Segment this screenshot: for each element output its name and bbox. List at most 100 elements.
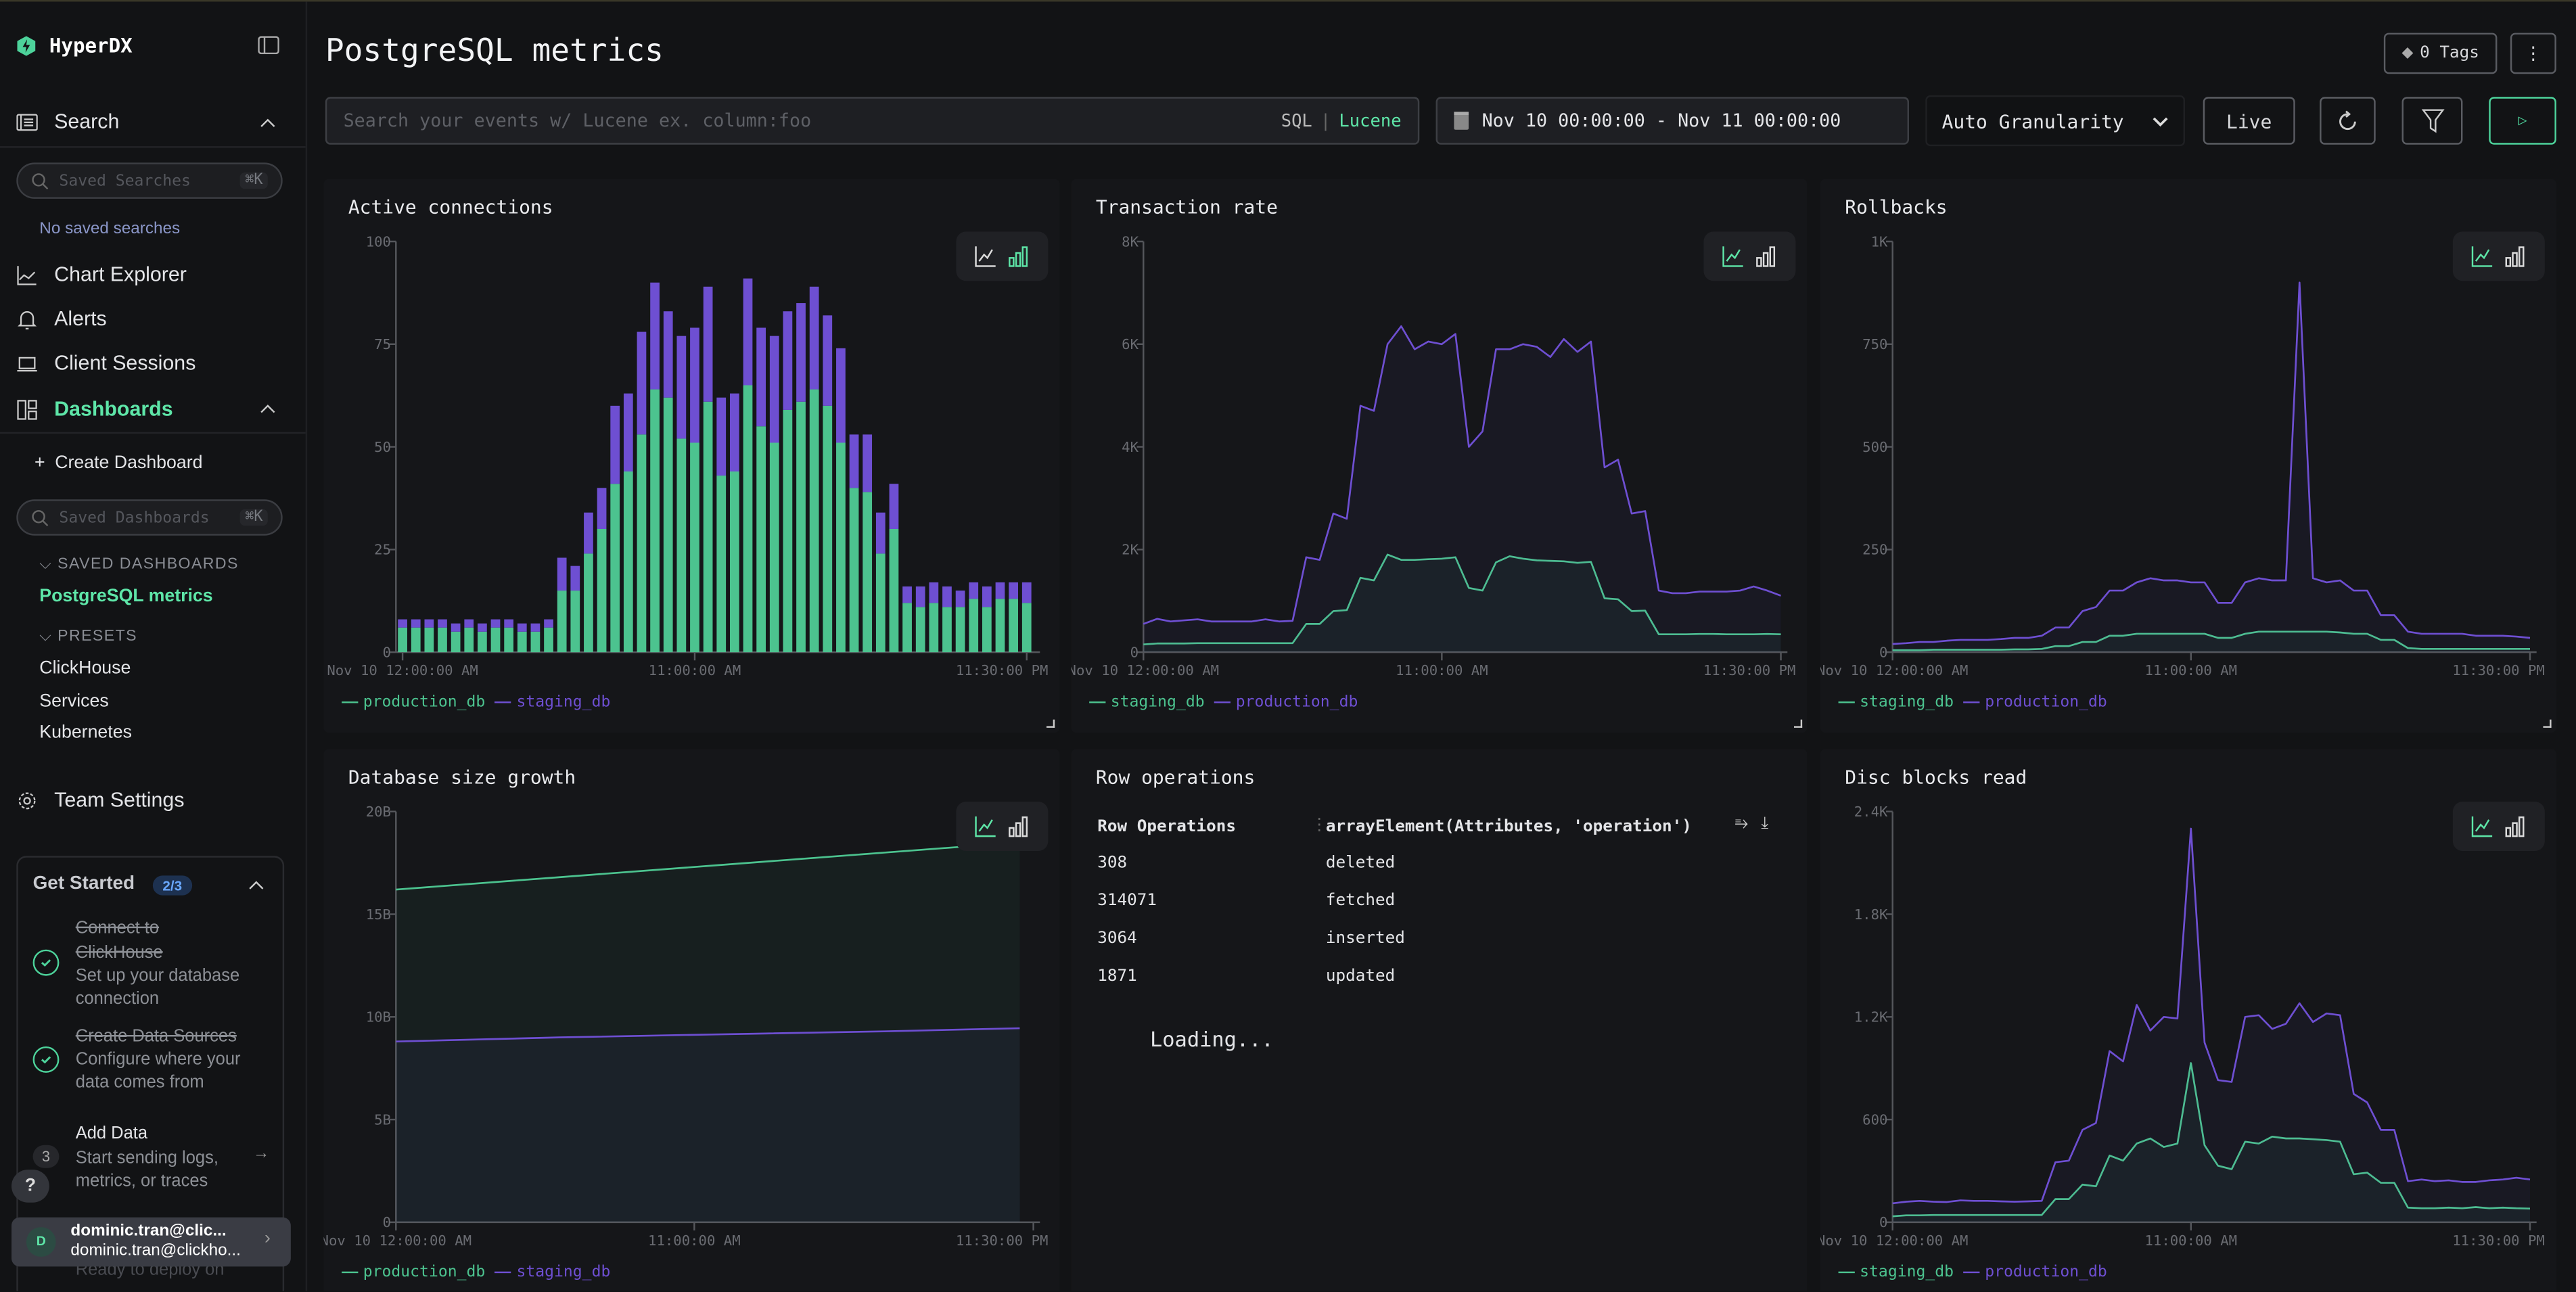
bar-staging_db-04:30[interactable] <box>517 623 527 632</box>
bar-production_db-09:30[interactable] <box>650 389 660 653</box>
bar-staging_db-01:30[interactable] <box>438 619 447 628</box>
bar-production_db-23:00[interactable] <box>1009 599 1018 653</box>
line-chart-icon[interactable] <box>974 815 997 838</box>
bar-staging_db-04:00[interactable] <box>504 619 514 628</box>
line-production_db[interactable] <box>1143 325 1782 625</box>
time-range-picker[interactable]: Nov 10 00:00:00 - Nov 11 00:00:00 <box>1435 97 1909 145</box>
bar-staging_db-12:30[interactable] <box>730 393 739 471</box>
bar-production_db-12:30[interactable] <box>730 471 739 653</box>
step-title[interactable]: Create Data Sources <box>75 1026 237 1046</box>
bar-production_db-01:00[interactable] <box>424 627 434 653</box>
bar-production_db-12:00[interactable] <box>716 476 727 653</box>
table-row[interactable]: 308 deleted <box>1071 854 1807 881</box>
sidebar-item-alerts[interactable]: Alerts <box>16 307 107 330</box>
chart-type-toggle[interactable] <box>956 802 1049 851</box>
bar-staging_db-19:00[interactable] <box>902 586 912 603</box>
bar-staging_db-01:00[interactable] <box>424 619 434 628</box>
bar-staging_db-22:00[interactable] <box>982 586 992 607</box>
bar-staging_db-07:30[interactable] <box>597 488 607 529</box>
bar-production_db-02:00[interactable] <box>451 631 461 653</box>
bar-chart-icon[interactable] <box>2504 245 2527 268</box>
saved-dashboards-heading[interactable]: ⌵ SAVED DASHBOARDS <box>39 555 239 574</box>
bar-production_db-17:30[interactable] <box>862 492 873 653</box>
bar-staging_db-20:30[interactable] <box>942 586 952 607</box>
line-production_db[interactable] <box>1892 281 2531 645</box>
bar-staging_db-14:00[interactable] <box>769 336 779 443</box>
bar-chart-icon[interactable] <box>1007 245 1030 268</box>
bar-production_db-20:30[interactable] <box>942 607 952 653</box>
bar-staging_db-09:30[interactable] <box>650 282 660 390</box>
bar-production_db-22:00[interactable] <box>982 607 992 653</box>
bar-staging_db-03:30[interactable] <box>490 619 501 628</box>
bar-chart-icon[interactable] <box>2504 815 2527 838</box>
filter-button[interactable] <box>2401 97 2463 145</box>
bar-staging_db-06:30[interactable] <box>570 566 580 591</box>
bar-staging_db-13:00[interactable] <box>743 278 753 386</box>
bar-production_db-16:00[interactable] <box>823 405 833 653</box>
legend-item[interactable]: staging_db <box>1838 693 1954 712</box>
chart-type-toggle[interactable] <box>1703 231 1796 281</box>
line-chart-icon[interactable] <box>1722 245 1745 268</box>
line-staging_db[interactable] <box>396 1027 1020 1043</box>
bar-production_db-21:30[interactable] <box>969 599 979 653</box>
search-input[interactable]: Search your events w/ Lucene ex. column:… <box>325 97 1420 145</box>
table-row[interactable]: 1871 updated <box>1071 967 1807 994</box>
line-staging_db[interactable] <box>1143 553 1781 646</box>
saved-dashboard-item[interactable]: PostgreSQL metrics <box>39 586 213 607</box>
bar-staging_db-14:30[interactable] <box>783 311 793 410</box>
run-query-button[interactable]: ▷ <box>2489 97 2556 145</box>
table-row[interactable]: 3064 inserted <box>1071 930 1807 956</box>
legend-item[interactable]: production_db <box>1963 693 2107 712</box>
bar-production_db-00:30[interactable] <box>411 627 421 653</box>
bar-staging_db-08:30[interactable] <box>623 393 633 471</box>
bar-staging_db-10:00[interactable] <box>663 311 673 398</box>
bar-staging_db-21:30[interactable] <box>969 582 979 599</box>
bar-production_db-02:30[interactable] <box>464 627 474 653</box>
legend-item[interactable]: production_db <box>342 693 485 712</box>
line-production_db[interactable] <box>396 841 1020 891</box>
bar-staging_db-16:00[interactable] <box>823 315 833 406</box>
bar-staging_db-10:30[interactable] <box>676 336 687 439</box>
bar-staging_db-07:00[interactable] <box>584 512 593 554</box>
chart-type-toggle[interactable] <box>2452 231 2545 281</box>
bar-production_db-04:00[interactable] <box>504 627 514 653</box>
bar-production_db-13:00[interactable] <box>743 385 753 653</box>
chevron-up-icon[interactable] <box>248 879 264 892</box>
bar-production_db-15:00[interactable] <box>796 401 806 653</box>
bar-staging_db-20:00[interactable] <box>929 582 939 603</box>
logo[interactable]: HyperDX <box>16 34 133 57</box>
bar-production_db-14:30[interactable] <box>783 409 793 653</box>
bar-staging_db-11:00[interactable] <box>690 327 699 443</box>
legend-item[interactable]: staging_db <box>495 693 610 712</box>
bar-staging_db-21:00[interactable] <box>955 591 965 607</box>
sidebar-item-search[interactable]: Search <box>16 110 119 133</box>
sidebar-item-client-sessions[interactable]: Client Sessions <box>16 352 196 375</box>
bar-staging_db-00:30[interactable] <box>411 619 421 628</box>
bar-production_db-15:30[interactable] <box>809 389 819 653</box>
resize-handle[interactable] <box>2543 719 2552 728</box>
bar-staging_db-02:00[interactable] <box>451 623 461 632</box>
bar-staging_db-17:00[interactable] <box>849 434 859 488</box>
bar-staging_db-09:00[interactable] <box>637 331 647 435</box>
bar-staging_db-12:00[interactable] <box>716 397 727 476</box>
step-title[interactable]: ClickHouse <box>75 942 163 963</box>
line-staging_db[interactable] <box>1892 630 2530 651</box>
bar-production_db-23:30[interactable] <box>1021 603 1032 653</box>
bar-production_db-00:00[interactable] <box>398 627 407 653</box>
bar-production_db-08:30[interactable] <box>623 471 633 653</box>
collapse-sidebar-icon[interactable] <box>258 36 279 55</box>
bar-production_db-17:00[interactable] <box>849 488 859 653</box>
bar-staging_db-16:30[interactable] <box>836 348 846 443</box>
saved-dashboards-input[interactable]: Saved Dashboards ⌘K <box>16 499 283 536</box>
bar-production_db-01:30[interactable] <box>438 627 447 653</box>
bar-staging_db-17:30[interactable] <box>862 434 873 492</box>
bar-production_db-03:30[interactable] <box>490 627 501 653</box>
column-resize-handle[interactable]: ⋮ <box>1310 816 1328 835</box>
step-title[interactable]: Connect to <box>75 918 160 938</box>
bar-staging_db-19:30[interactable] <box>915 586 925 607</box>
line-chart-icon[interactable] <box>2471 245 2494 268</box>
bar-staging_db-23:00[interactable] <box>1009 582 1018 599</box>
arrow-right-icon[interactable]: → <box>252 1145 270 1163</box>
sidebar-item-chart-explorer[interactable]: Chart Explorer <box>16 263 187 286</box>
bar-chart-icon[interactable] <box>1755 245 1778 268</box>
